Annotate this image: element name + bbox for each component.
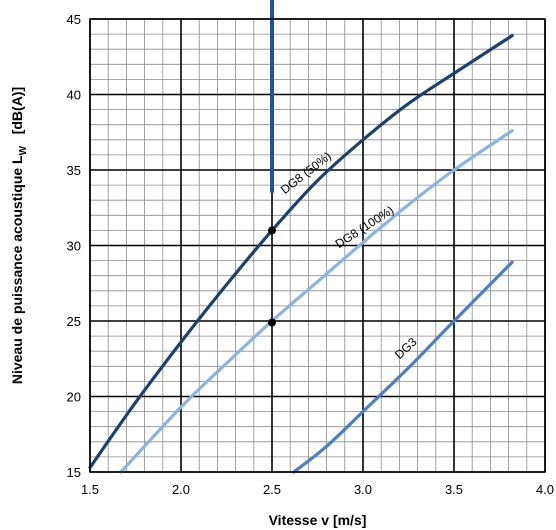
x-tick-label: 2.0 [172,482,190,497]
y-tick-label: 45 [67,12,81,27]
marker-point [268,226,276,235]
x-tick-label: 3.5 [445,482,463,497]
y-axis-label-sub: W [18,145,29,155]
y-tick-label: 15 [67,465,81,480]
marker-point [268,318,276,327]
series-line-dg8-100 [119,129,514,474]
y-ticks: 15 20 25 30 35 40 45 [67,12,81,480]
y-axis-label: Niveau de puissance acoustique LW [dB(A)… [9,87,29,384]
y-tick-label: 35 [67,163,81,178]
series-line-dg8-50 [88,34,514,470]
y-axis-label-main: Niveau de puissance acoustique L [9,155,25,384]
x-tick-label: 3.0 [354,482,372,497]
markers [268,226,276,327]
y-tick-label: 20 [67,390,81,405]
x-tick-label: 2.5 [263,482,281,497]
series-line-dg3 [292,260,514,474]
x-tick-label: 1.5 [81,482,99,497]
x-ticks: 1.5 2.0 2.5 3.0 3.5 4.0 [81,482,554,497]
y-tick-label: 25 [67,314,81,329]
y-tick-label: 30 [67,239,81,254]
plot-frame [89,18,546,473]
y-axis-label-unit: [dB(A)] [9,87,25,146]
x-axis-label: Vitesse v [m/s] [269,512,367,528]
y-tick-label: 40 [67,88,81,103]
x-tick-label: 4.0 [536,482,554,497]
curves [88,34,514,474]
